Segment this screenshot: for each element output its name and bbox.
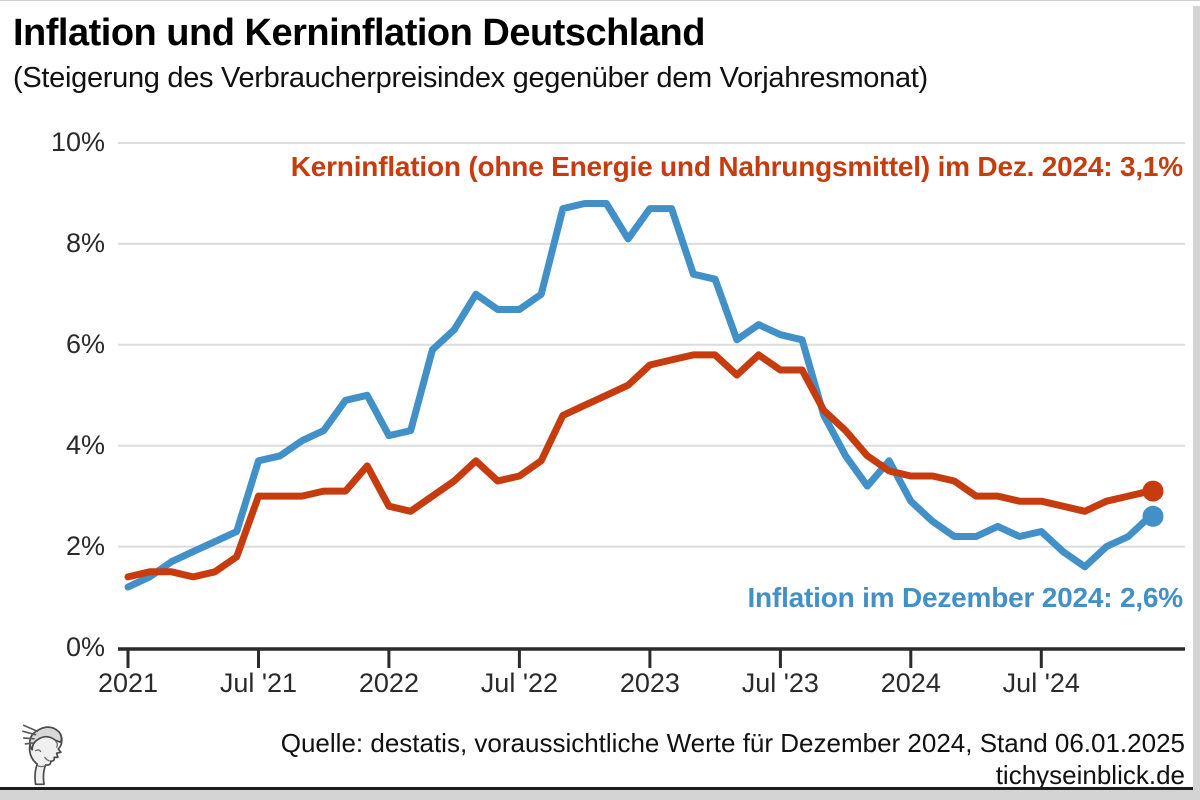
x-axis-label: Jul '22 <box>480 668 558 698</box>
y-axis-label: 8% <box>65 227 105 258</box>
x-axis-label: 2023 <box>619 668 680 698</box>
page-title: Inflation und Kerninflation Deutschland <box>13 12 705 54</box>
inflation-line <box>124 200 1154 591</box>
source-note: Quelle: destatis, voraussichtliche Werte… <box>281 727 1185 791</box>
inflation-endpoint-dot <box>1142 505 1164 527</box>
bottom-rule <box>0 787 1193 790</box>
x-axis-label: 2024 <box>880 668 941 698</box>
x-axis-label: Jul '23 <box>741 668 819 698</box>
site-name: tichyseinblick.de <box>995 760 1185 790</box>
right-shadow <box>1193 6 1200 800</box>
core-inflation-endpoint-dot <box>1142 480 1164 502</box>
x-axis-label: 2022 <box>358 668 419 698</box>
y-axis-label: 2% <box>65 530 105 561</box>
x-axis-label: 2021 <box>97 668 159 698</box>
x-axis-label: Jul '24 <box>1002 668 1080 698</box>
source-line: Quelle: destatis, voraussichtliche Werte… <box>280 728 1185 758</box>
core-inflation-annotation: Kerninflation (ohne Energie und Nahrungs… <box>290 151 1183 182</box>
hermes-head-logo-icon <box>22 724 63 786</box>
y-axis-label: 6% <box>65 328 105 359</box>
bottom-shadow <box>0 790 1200 800</box>
y-axis-label: 10% <box>50 127 105 157</box>
x-axis-label: Jul '21 <box>219 668 298 698</box>
y-axis-label: 0% <box>65 631 105 662</box>
y-axis-label: 4% <box>65 429 105 460</box>
core-inflation-line <box>124 351 1154 581</box>
page-subtitle: (Steigerung des Verbraucherpreisindex ge… <box>13 62 928 94</box>
inflation-annotation: Inflation im Dezember 2024: 2,6% <box>747 582 1183 613</box>
page-top-border <box>0 0 1200 1</box>
